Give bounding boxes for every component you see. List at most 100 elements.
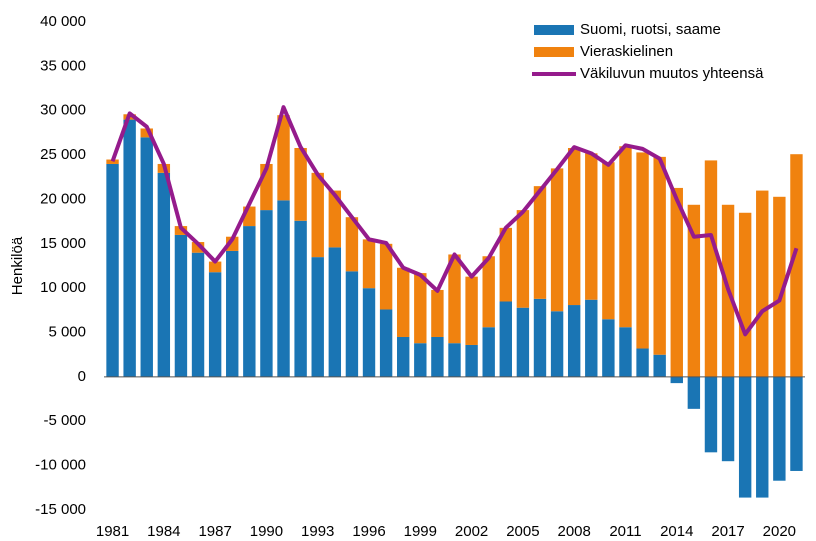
bar (208, 272, 222, 377)
x-tick-label: 1990 (250, 523, 283, 540)
bar (602, 319, 615, 377)
y-tick-label: 25 000 (40, 146, 86, 163)
y-tick-label: -5 000 (43, 412, 86, 429)
bar (174, 234, 188, 377)
bar (362, 288, 376, 377)
bar (431, 336, 444, 377)
bar (328, 247, 342, 377)
bar (533, 186, 547, 299)
bar (397, 336, 410, 377)
bar (106, 163, 119, 377)
bar (448, 254, 461, 344)
bar (397, 267, 410, 337)
y-tick-label: 20 000 (40, 190, 86, 207)
bar (465, 276, 478, 345)
x-tick-label: 2002 (455, 523, 488, 540)
bar (721, 376, 735, 462)
legend-swatch (534, 47, 574, 57)
x-tick-label: 2017 (711, 523, 744, 540)
bar (482, 327, 495, 377)
bar (379, 309, 393, 377)
bar (328, 190, 342, 248)
bar (550, 311, 564, 377)
x-tick-label: 2020 (763, 523, 796, 540)
bar (636, 152, 649, 349)
bar (431, 289, 444, 337)
bar (585, 299, 598, 377)
bar (106, 159, 119, 164)
x-tick-label: 2014 (660, 523, 693, 540)
bar (362, 239, 376, 289)
bar (499, 301, 512, 377)
bar (226, 250, 239, 377)
x-tick-label: 1987 (198, 523, 231, 540)
bar (756, 190, 769, 377)
bar (619, 146, 632, 328)
bar (123, 119, 136, 377)
bar (738, 376, 752, 498)
bar (602, 162, 615, 320)
bar (311, 257, 324, 377)
bar (653, 354, 666, 377)
bar (516, 307, 530, 377)
x-tick-label: 2011 (609, 523, 641, 540)
bar (448, 343, 461, 377)
line (110, 105, 799, 337)
bar (704, 376, 718, 453)
bar (619, 327, 632, 377)
bar (567, 305, 581, 377)
bar (345, 217, 359, 272)
bar (294, 147, 307, 221)
bar (550, 168, 564, 312)
legend-label: Väkiluvun muutos yhteensä (580, 65, 764, 82)
bar (790, 154, 803, 377)
bar (636, 348, 649, 377)
bar (567, 147, 581, 306)
bar (157, 172, 171, 377)
bar (140, 137, 153, 377)
y-tick-label: 10 000 (40, 279, 86, 296)
bar (311, 172, 324, 258)
bar (704, 160, 718, 377)
y-tick-label: -10 000 (35, 457, 86, 474)
x-tick-label: 2005 (506, 523, 539, 540)
x-tick-label: 1996 (352, 523, 385, 540)
bar (516, 210, 530, 308)
bar (533, 298, 547, 377)
y-tick-label: 40 000 (40, 13, 86, 30)
y-axis-label: Henkilöä (9, 236, 26, 295)
bar (687, 376, 701, 409)
bar (687, 204, 701, 377)
bar (260, 210, 273, 377)
bar (585, 153, 598, 300)
legend-swatch (534, 25, 574, 35)
bar (140, 128, 153, 138)
legend-label: Vieraskielinen (580, 43, 673, 60)
x-tick-label: 1984 (147, 523, 180, 540)
bar (653, 156, 666, 355)
bar (499, 227, 512, 302)
y-tick-label: 15 000 (40, 235, 86, 252)
bar (294, 220, 307, 377)
x-tick-label: 1981 (96, 523, 129, 540)
bar (414, 343, 427, 377)
bar (465, 344, 478, 377)
y-tick-label: 35 000 (40, 57, 86, 74)
bar (345, 271, 359, 377)
bar (208, 261, 222, 273)
x-tick-label: 2008 (557, 523, 590, 540)
bar (670, 376, 683, 384)
bar (243, 226, 256, 377)
bar (790, 376, 803, 471)
bar (773, 196, 786, 377)
x-tick-label: 1999 (404, 523, 437, 540)
bar (277, 115, 290, 201)
y-tick-label: 0 (78, 368, 86, 385)
bar (482, 256, 495, 328)
legend-label: Suomi, ruotsi, saame (580, 21, 721, 38)
x-tick-label: 1993 (301, 523, 334, 540)
bar (756, 376, 769, 498)
y-tick-label: 30 000 (40, 102, 86, 119)
bar (277, 200, 290, 377)
